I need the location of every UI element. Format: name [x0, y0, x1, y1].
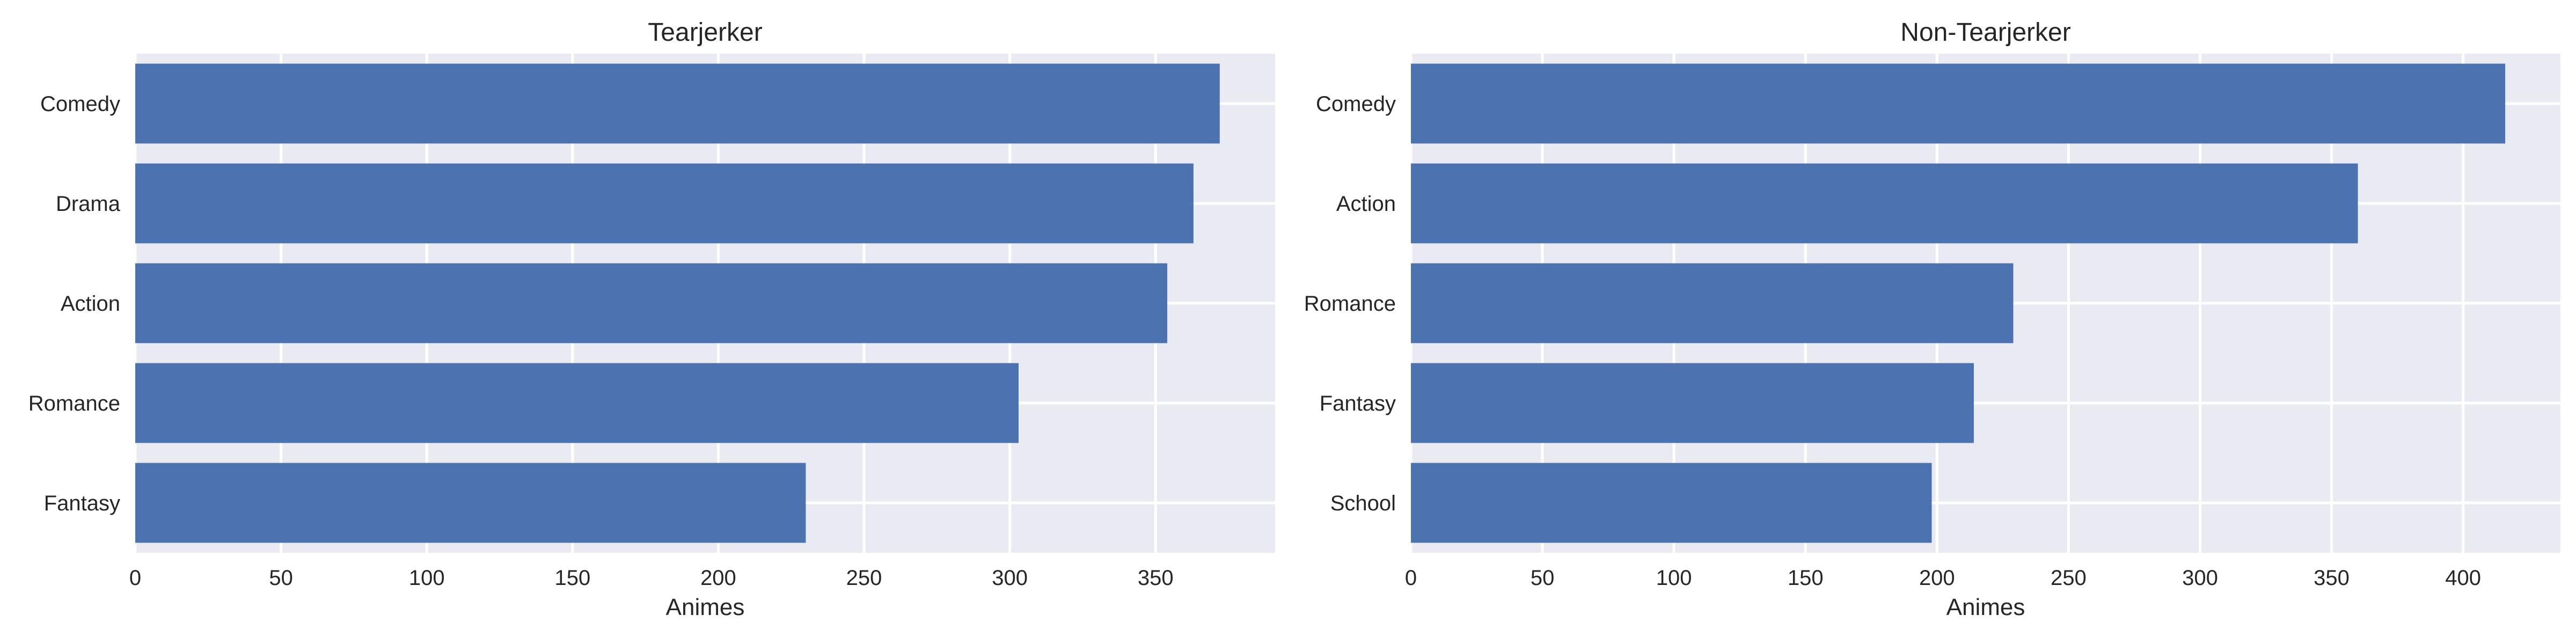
- x-tick-label: 150: [1788, 566, 1824, 590]
- y-tick-labels: Comedy Action Romance Fantasy School: [1304, 92, 1396, 515]
- x-tick-labels: 0 50 100 150 200 250 300 350: [129, 566, 1174, 590]
- y-tick-labels: Comedy Drama Action Romance Fantasy: [28, 92, 121, 515]
- bar-fantasy: [1411, 363, 1974, 443]
- chart-title: Non-Tearjerker: [1900, 18, 2070, 47]
- bar-comedy: [1411, 63, 2506, 144]
- bar-comedy: [135, 63, 1220, 144]
- y-tick-label: Fantasy: [1320, 392, 1396, 415]
- bar-action: [135, 263, 1168, 343]
- x-tick-label: 100: [409, 566, 445, 590]
- y-tick-label: Comedy: [1316, 92, 1396, 116]
- x-tick-label: 0: [1405, 566, 1417, 590]
- x-tick-label: 300: [992, 566, 1028, 590]
- x-axis-label: Animes: [1946, 594, 2025, 620]
- chart-non-tearjerker: Comedy Action Romance Fantasy School 0 50 100 1…: [1304, 18, 2560, 620]
- x-tick-label: 50: [1531, 566, 1555, 590]
- y-tick-label: Action: [1336, 192, 1396, 216]
- bar-romance: [135, 363, 1019, 443]
- x-tick-label: 150: [554, 566, 590, 590]
- bars: [135, 63, 1220, 543]
- x-tick-labels: 0 50 100 150 200 250 300 350 400: [1405, 566, 2481, 590]
- chart-tearjerker: Comedy Drama Action Romance Fantasy 0 50 100 15…: [28, 18, 1275, 620]
- y-tick-label: Action: [61, 292, 120, 316]
- x-tick-label: 300: [2182, 566, 2218, 590]
- x-tick-label: 0: [129, 566, 141, 590]
- y-tick-label: Comedy: [40, 92, 120, 116]
- x-tick-label: 200: [700, 566, 736, 590]
- x-tick-label: 350: [1138, 566, 1174, 590]
- y-tick-label: Romance: [1304, 292, 1396, 316]
- bar-action: [1411, 163, 2358, 244]
- x-tick-label: 250: [846, 566, 882, 590]
- x-tick-label: 50: [269, 566, 293, 590]
- y-tick-label: Fantasy: [44, 492, 120, 515]
- x-tick-label: 350: [2314, 566, 2350, 590]
- chart-title: Tearjerker: [648, 18, 762, 47]
- bar-fantasy: [135, 463, 806, 543]
- bar-romance: [1411, 263, 2014, 343]
- bar-drama: [135, 163, 1194, 244]
- x-tick-label: 100: [1656, 566, 1692, 590]
- x-tick-label: 400: [2445, 566, 2481, 590]
- x-tick-label: 200: [1919, 566, 1955, 590]
- y-tick-label: School: [1330, 492, 1396, 515]
- bar-school: [1411, 463, 1932, 543]
- y-tick-label: Romance: [28, 392, 120, 415]
- y-tick-label: Drama: [56, 192, 121, 216]
- bars: [1411, 63, 2506, 543]
- x-tick-label: 250: [2051, 566, 2087, 590]
- x-axis-label: Animes: [666, 594, 745, 620]
